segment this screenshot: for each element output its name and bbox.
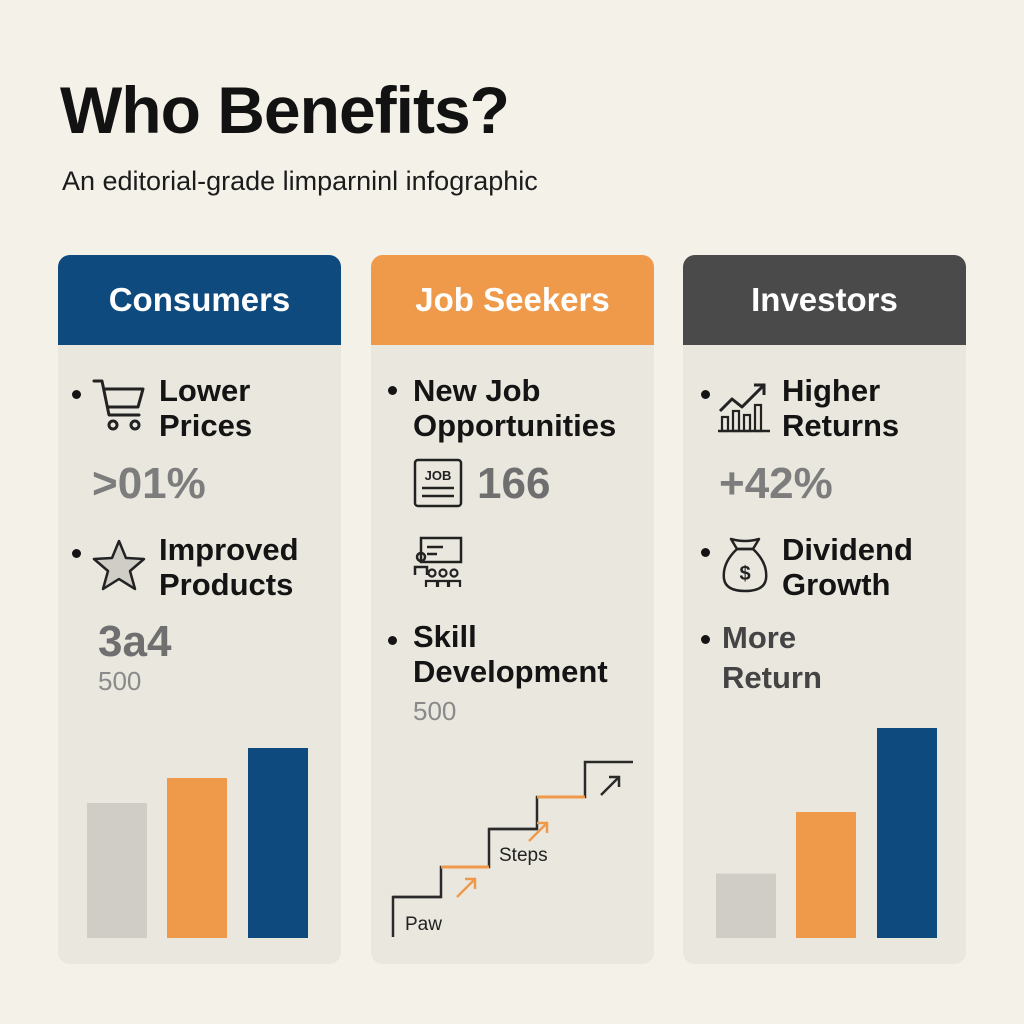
steps-label: Steps — [499, 845, 548, 866]
benefit-label: Lower Prices — [159, 373, 253, 443]
bullet-dot — [701, 635, 710, 644]
shopping-cart-icon — [92, 379, 145, 431]
benefit-label: New Job Opportunities — [413, 373, 617, 443]
paw-label: Paw — [405, 914, 442, 935]
benefit-value: 3a4 — [98, 617, 172, 666]
benefit-subvalue: 500 — [413, 696, 457, 726]
card-consumers: Consumers Lower Prices >01% Improved Pro… — [58, 255, 341, 964]
bar-3 — [877, 728, 937, 938]
benefit-value: +42% — [719, 459, 833, 508]
job-icon-text: JOB — [425, 468, 452, 483]
growth-chart-icon — [718, 383, 770, 433]
bar-1 — [87, 803, 147, 938]
card-header-job-seekers: Job Seekers — [371, 255, 654, 345]
bullet-dot — [72, 390, 81, 399]
star-icon — [92, 539, 146, 591]
benefit-subvalue: 500 — [98, 666, 142, 696]
benefit-label: Improved Products — [159, 532, 299, 602]
bullet-dot — [388, 636, 397, 645]
card-job-seekers: Job Seekers New Job Opportunities JOB 16… — [371, 255, 654, 964]
benefit-value: 166 — [477, 459, 551, 508]
training-presentation-icon — [413, 536, 463, 587]
bar-2 — [796, 812, 856, 938]
investors-bar-chart — [716, 728, 937, 938]
page-title: Who Benefits? — [60, 73, 510, 147]
benefit-label: Dividend Growth — [782, 532, 913, 602]
bar-2 — [167, 778, 227, 938]
consumers-bar-chart — [87, 748, 308, 938]
card-title: Consumers — [108, 281, 291, 318]
benefit-label: More Return — [722, 620, 822, 695]
bullet-dot — [388, 386, 397, 395]
bullet-dot — [701, 390, 710, 399]
svg-text:$: $ — [739, 563, 750, 585]
bullet-dot — [701, 548, 710, 557]
money-bag-icon: $ — [722, 537, 768, 593]
card-title: Investors — [751, 281, 898, 318]
card-header-consumers: Consumers — [58, 255, 341, 345]
card-title: Job Seekers — [415, 281, 610, 318]
career-steps-illustration: Steps Paw — [391, 760, 633, 937]
page-subtitle: An editorial-grade limparninl infographi… — [62, 166, 538, 196]
benefit-value: >01% — [92, 459, 206, 508]
bullet-dot — [72, 549, 81, 558]
benefit-label: Skill Development — [413, 619, 608, 689]
bar-3 — [248, 748, 308, 938]
card-investors: Investors Higher Returns +42% $ Dividend… — [683, 255, 966, 964]
card-header-investors: Investors — [683, 255, 966, 345]
job-document-icon: JOB — [413, 458, 463, 508]
bar-1 — [716, 873, 776, 938]
benefit-label: Higher Returns — [782, 373, 900, 443]
